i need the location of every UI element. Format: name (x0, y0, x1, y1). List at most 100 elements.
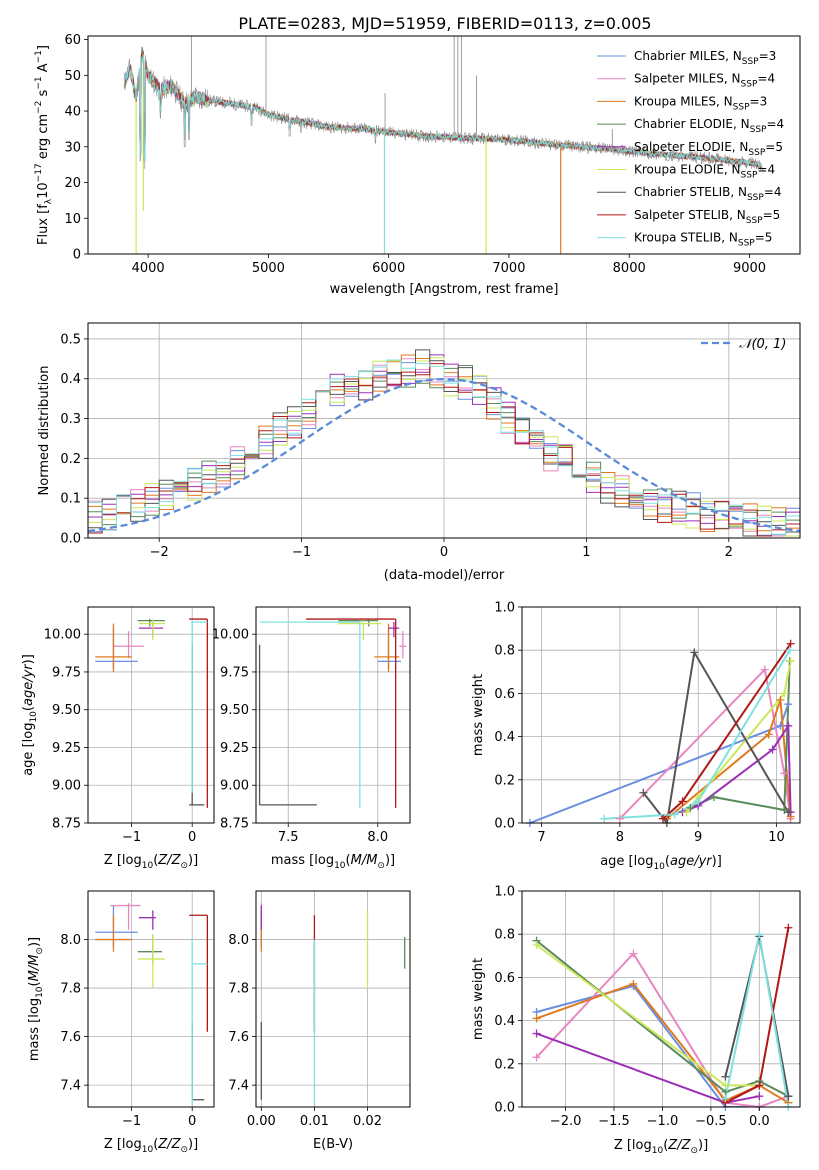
legend: 𝒩(0, 1) (701, 337, 786, 352)
weight-marker (639, 788, 648, 797)
x-axis-label: mass [log10(M/M⊙)] (271, 853, 395, 871)
label-part: 10 (142, 861, 154, 871)
label-part: =4 (757, 72, 775, 86)
weight-marker (786, 657, 795, 665)
weight-marker (784, 1092, 793, 1101)
label-part: mass weight (471, 674, 486, 756)
label-part: Salpeter ELODIE, N (634, 140, 748, 154)
y-tick-label: 60 (64, 33, 81, 48)
y-tick-label: 0.2 (60, 452, 81, 467)
label-part: s (36, 89, 51, 100)
weight-marker (670, 810, 679, 819)
label-part: −17 (34, 163, 44, 182)
x-tick-label: −1 (292, 545, 311, 560)
x-tick-label: −2.0 (550, 1114, 582, 1129)
y-tick-label: 0.8 (494, 928, 515, 943)
weight-marker (784, 808, 793, 817)
label-part: ⊙ (377, 861, 385, 871)
weight-marker (658, 814, 667, 823)
legend-label: Kroupa ELODIE, NSSP=4 (634, 163, 775, 181)
panel-age-vs-mass: 7.5 8.0 8.75 9.00 9.25 9.50 9.75 10.00 mass [log… (212, 606, 411, 871)
label-part: SSP (733, 102, 750, 112)
y-tick-label: 0.4 (494, 730, 515, 745)
label-part: 10 (29, 711, 39, 723)
y-tick-label: 0.4 (494, 1014, 515, 1029)
label-part: )] (385, 853, 395, 868)
label-part: −1 (34, 50, 44, 63)
axes-frame (521, 606, 801, 824)
weight-marker (785, 646, 794, 655)
label-part: Chabrier ELODIE, N (634, 117, 750, 131)
weight-line (724, 927, 790, 1104)
weight-marker (755, 930, 764, 939)
x-tick-label: 1 (582, 545, 590, 560)
weight-marker (786, 639, 795, 648)
weight-marker (682, 808, 691, 817)
weight-marker (776, 721, 785, 730)
weight-marker (686, 803, 695, 812)
weight-line (642, 649, 790, 823)
y-tick-label: 10.00 (212, 628, 249, 643)
x-tick-label: −2 (150, 545, 169, 560)
y-axis-label: mass [log10(M/M⊙)] (27, 937, 45, 1061)
y-tick-label: 1.0 (494, 885, 515, 900)
x-axis-label: Z [log10(Z/Z⊙)] (104, 1137, 198, 1155)
weight-line (724, 936, 790, 1097)
x-tick-label: 0.00 (247, 1114, 276, 1129)
label-part: mass [log (271, 853, 334, 868)
label-part: age/yr (670, 854, 713, 869)
label-part: Salpeter STELIB, N (634, 208, 746, 222)
weight-line (619, 667, 792, 820)
label-part: ⊙ (180, 1145, 188, 1155)
axes-frame (521, 890, 801, 1108)
y-tick-label: 7.8 (228, 982, 249, 997)
weight-marker (721, 1094, 730, 1103)
x-tick-label: 9000 (733, 261, 766, 276)
y-tick-label: 9.75 (220, 665, 249, 680)
label-part: SSP (742, 57, 759, 67)
weight-marker (721, 1081, 730, 1090)
x-tick-label: 8.0 (367, 830, 388, 845)
label-part: 10 (142, 1145, 154, 1155)
label-part: SSP (738, 239, 755, 249)
axes-frame (255, 606, 411, 824)
label-part: E(B-V) (313, 1137, 353, 1152)
y-axis-label: Flux [fλ10−17 erg cm−2 s−1 A−1] (34, 45, 54, 245)
weight-marker (768, 745, 777, 754)
weight-marker (694, 797, 703, 806)
panel-massweight-vs-z: −2.0 −1.5 −1.0 −0.5 0.0 0.0 0.2 0.4 0.6 0.8 1.0 Z [… (471, 885, 801, 1156)
plot-area (529, 643, 792, 823)
label-part: SSP (741, 80, 758, 90)
label-part: SSP (747, 193, 764, 203)
y-tick-label: 8.0 (228, 933, 249, 948)
y-tick-label: 40 (64, 105, 81, 120)
panel-residuals: −2 −1 0 1 2 0.0 0.1 0.2 0.3 0.4 0.5 (data-model)/er… (37, 322, 801, 583)
y-tick-label: 9.00 (220, 779, 249, 794)
label-part: )] (188, 853, 198, 868)
x-tick-label: 0 (440, 545, 448, 560)
x-tick-label: −1.5 (598, 1114, 630, 1129)
weight-marker (709, 793, 718, 802)
label-part: =5 (765, 140, 783, 154)
axes-frame (87, 606, 215, 824)
y-tick-label: 0.3 (60, 412, 81, 427)
weight-marker (780, 689, 789, 698)
label-part: SSP (741, 171, 758, 181)
weight-marker (532, 1053, 541, 1062)
axes-frame (87, 35, 801, 255)
axes-frame (87, 890, 215, 1108)
x-tick-label: 0.01 (300, 1114, 329, 1129)
y-tick-label: 0.6 (494, 971, 515, 986)
weight-line (529, 703, 790, 823)
x-tick-label: 2 (725, 545, 733, 560)
weight-line (536, 984, 760, 1107)
y-tick-label: 0.0 (494, 1101, 515, 1116)
y-tick-label: 7.8 (60, 982, 81, 997)
normal-curve (88, 378, 800, 533)
x-tick-label: −1.0 (647, 1114, 679, 1129)
label-part: )] (712, 854, 722, 869)
label-part: Flux [f (36, 204, 51, 245)
label-part: Kroupa MILES, N (634, 94, 733, 108)
label-part: 10 (334, 861, 346, 871)
weight-marker (690, 648, 699, 657)
